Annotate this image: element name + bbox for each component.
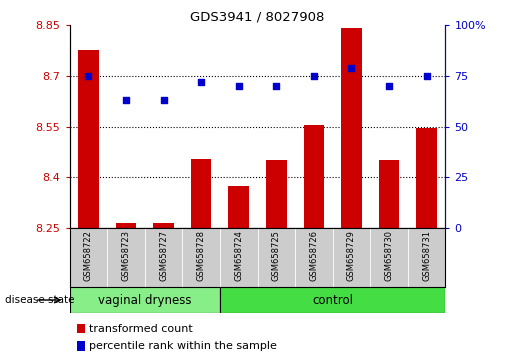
Bar <box>153 223 174 228</box>
Bar <box>70 228 107 287</box>
Bar <box>220 228 258 287</box>
Bar <box>266 160 287 228</box>
Text: GSM658731: GSM658731 <box>422 230 431 281</box>
Bar <box>408 228 445 287</box>
Bar <box>70 287 220 313</box>
Point <box>160 97 168 103</box>
Bar <box>379 160 400 228</box>
Text: disease state: disease state <box>5 295 75 305</box>
Bar <box>77 341 85 351</box>
Bar <box>333 228 370 287</box>
Bar <box>191 159 212 228</box>
Bar <box>416 128 437 228</box>
Text: GSM658727: GSM658727 <box>159 230 168 281</box>
Text: GSM658724: GSM658724 <box>234 230 243 281</box>
Point <box>197 79 205 85</box>
Point <box>122 97 130 103</box>
Text: GSM658726: GSM658726 <box>310 230 318 281</box>
Point <box>235 83 243 88</box>
Bar <box>145 228 182 287</box>
Text: GSM658730: GSM658730 <box>385 230 393 281</box>
Bar <box>107 228 145 287</box>
Bar <box>370 228 408 287</box>
Bar <box>295 228 333 287</box>
Text: GSM658722: GSM658722 <box>84 230 93 281</box>
Point <box>310 73 318 79</box>
Text: percentile rank within the sample: percentile rank within the sample <box>89 341 277 351</box>
Bar <box>220 287 445 313</box>
Bar <box>303 125 324 228</box>
Point <box>272 83 280 88</box>
Text: vaginal dryness: vaginal dryness <box>98 293 192 307</box>
Text: GSM658728: GSM658728 <box>197 230 205 281</box>
Bar <box>77 324 85 333</box>
Bar <box>228 186 249 228</box>
Text: GSM658729: GSM658729 <box>347 230 356 281</box>
Title: GDS3941 / 8027908: GDS3941 / 8027908 <box>191 11 324 24</box>
Text: control: control <box>312 293 353 307</box>
Bar <box>115 223 136 228</box>
Bar <box>182 228 220 287</box>
Text: transformed count: transformed count <box>89 324 193 333</box>
Bar <box>258 228 295 287</box>
Text: GSM658723: GSM658723 <box>122 230 130 281</box>
Point <box>423 73 431 79</box>
Bar <box>341 28 362 228</box>
Point <box>84 73 93 79</box>
Point <box>385 83 393 88</box>
Point <box>347 65 355 70</box>
Text: GSM658725: GSM658725 <box>272 230 281 281</box>
Bar <box>78 50 99 228</box>
